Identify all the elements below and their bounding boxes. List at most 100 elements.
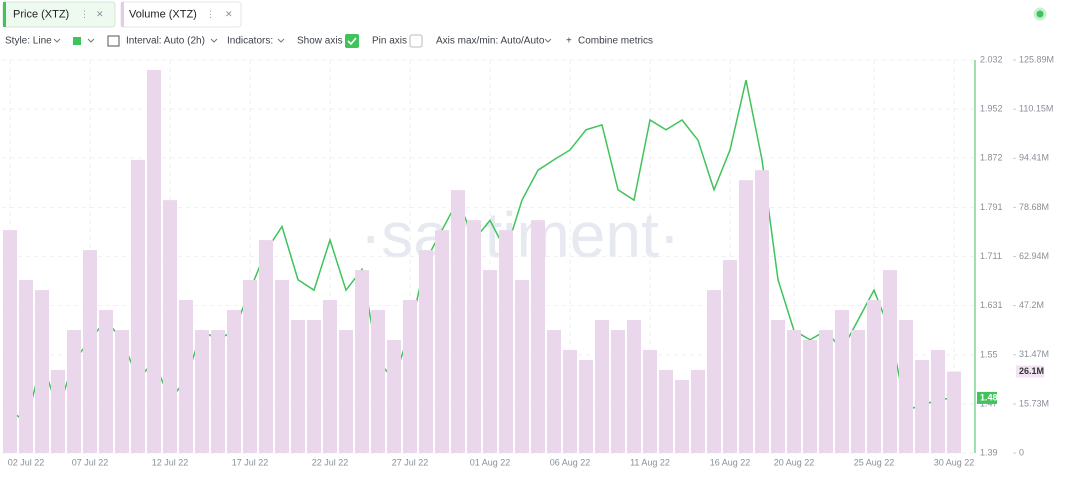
volume-bar: [739, 180, 753, 453]
close-icon[interactable]: ✕: [225, 9, 233, 19]
menu-icon[interactable]: ⋮: [80, 9, 89, 19]
y-tick-label: 1.872: [980, 152, 1003, 162]
y2-tick-label: 15.73M: [1019, 398, 1049, 408]
x-tick-label: 12 Jul 22: [152, 457, 189, 467]
last-value-badge: [977, 391, 997, 404]
last-value-label: 1.48: [980, 392, 998, 402]
volume-bar: [163, 200, 177, 453]
volume-bar: [211, 330, 225, 453]
volume-bar: [227, 310, 241, 453]
volume-bar: [179, 300, 193, 453]
volume-bar: [915, 359, 929, 453]
tab-marker: [3, 2, 6, 27]
x-tick-label: 20 Aug 22: [774, 457, 815, 467]
y-tick-label: 1.39: [980, 447, 998, 457]
x-tick-label: 30 Aug 22: [934, 457, 975, 467]
color-picker[interactable]: [73, 37, 81, 45]
volume-bar: [755, 170, 769, 454]
y-tick-label: 2.032: [980, 54, 1003, 64]
volume-bar: [467, 220, 481, 453]
y2-tick-label: 94.41M: [1019, 153, 1049, 163]
show-axis-checkbox[interactable]: [345, 34, 359, 48]
volume-bar: [371, 310, 385, 453]
combine-metrics[interactable]: Combine metrics: [578, 36, 653, 47]
chevron: [53, 38, 61, 43]
y-tick-label: 1.791: [980, 202, 1003, 212]
calendar-icon: [107, 35, 120, 47]
pin-axis-checkbox[interactable]: [409, 34, 423, 48]
volume-bar: [563, 349, 577, 453]
volume-bar: [627, 320, 641, 453]
chevron: [87, 38, 95, 43]
y2-tick-label: 125.89M: [1019, 54, 1054, 64]
y2-tick-label: 62.94M: [1019, 251, 1049, 261]
x-tick-label: 27 Jul 22: [392, 457, 429, 467]
volume-bar: [803, 339, 817, 453]
volume-bar: [147, 69, 161, 453]
volume-bar: [3, 230, 17, 453]
y2-tick-label: 47.2M: [1019, 300, 1044, 310]
volume-bar: [883, 270, 897, 453]
tab-label: Price (XTZ): [13, 8, 69, 20]
volume-bar: [787, 330, 801, 453]
volume-bar: [643, 349, 657, 453]
volume-bar: [83, 250, 97, 453]
x-tick-label: 01 Aug 22: [470, 457, 511, 467]
volume-bar: [547, 330, 561, 453]
volume-bar: [403, 300, 417, 453]
y2-tick-label: 110.15M: [1019, 104, 1053, 114]
interval-select[interactable]: Interval: Auto (2h): [126, 36, 205, 47]
tab-label: Volume (XTZ): [129, 8, 197, 20]
chevron: [544, 38, 552, 43]
x-tick-label: 06 Aug 22: [550, 457, 591, 467]
volume-bar: [259, 240, 273, 453]
last-value-label: 26.1M: [1019, 366, 1044, 376]
volume-bar: [611, 330, 625, 453]
volume-bar: [595, 320, 609, 453]
volume-bar: [195, 330, 209, 453]
style-select[interactable]: Style: Line: [5, 36, 52, 47]
volume-bar: [451, 190, 465, 453]
watermark: ·santiment·: [360, 199, 680, 271]
volume-bar: [115, 330, 129, 453]
tab-marker: [121, 2, 124, 27]
plus-icon: +: [566, 36, 572, 47]
x-tick-label: 22 Jul 22: [312, 457, 349, 467]
volume-bar: [499, 230, 513, 453]
volume-bar: [659, 369, 673, 453]
volume-bar: [851, 330, 865, 453]
y-tick-label: 1.711: [980, 251, 1002, 261]
volume-bar: [307, 320, 321, 453]
volume-bar: [723, 260, 737, 453]
x-tick-label: 02 Jul 22: [8, 457, 45, 467]
indicators-select[interactable]: Indicators:: [227, 36, 273, 47]
volume-bar: [691, 369, 705, 453]
y2-tick-label: 78.68M: [1019, 202, 1049, 212]
volume-bar: [947, 371, 961, 453]
x-tick-label: 07 Jul 22: [72, 457, 109, 467]
volume-bar: [387, 339, 401, 453]
volume-bar: [771, 320, 785, 453]
axis-minmax-select[interactable]: Axis max/min: Auto/Auto: [436, 36, 545, 47]
show-axis-label: Show axis: [297, 36, 343, 47]
x-tick-label: 11 Aug 22: [630, 457, 670, 467]
check: [347, 37, 357, 46]
x-tick-label: 25 Aug 22: [854, 457, 895, 467]
last-value-badge: [1016, 365, 1044, 378]
volume-bar: [51, 369, 65, 453]
volume-bar: [579, 359, 593, 453]
volume-bar: [835, 310, 849, 453]
volume-bar: [899, 320, 913, 453]
volume-bar: [323, 300, 337, 453]
chevron: [277, 38, 285, 43]
volume-bar: [515, 280, 529, 453]
y2-tick-label: 0: [1019, 447, 1024, 457]
volume-bar: [243, 280, 257, 453]
volume-bar: [339, 330, 353, 453]
close-icon[interactable]: ✕: [96, 9, 104, 19]
volume-bar: [819, 330, 833, 453]
menu-icon[interactable]: ⋮: [206, 9, 215, 19]
y-tick-label: 1.952: [980, 103, 1003, 113]
volume-bar: [675, 379, 689, 453]
